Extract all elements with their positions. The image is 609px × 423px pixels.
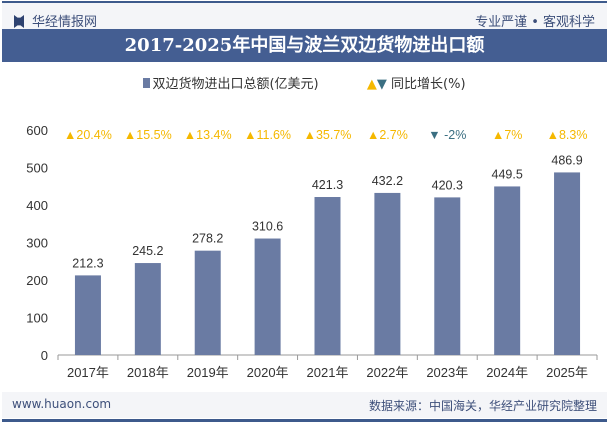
chart-plot: 0 100 200 300 400 500 600 212.3 2017年 ▲20.4% 245.2…: [26, 123, 598, 380]
legend: 双边货物进出口总额(亿美元) ▲▼ 同比增长(%): [0, 73, 609, 92]
logo-icon: [14, 15, 24, 28]
growth-label: ▲13.4%: [184, 128, 232, 142]
y-tick-label: 600: [26, 123, 48, 138]
footer: www.huaon.com 数据来源：中国海关，华经产业研究院整理: [2, 392, 607, 418]
top-border: [2, 1, 607, 3]
bar-value-label: 486.9: [551, 153, 582, 167]
y-tick-label: 100: [26, 311, 48, 326]
bar-value-label: 420.3: [432, 178, 463, 192]
y-tick-label: 400: [26, 198, 48, 213]
legend-bar-swatch: [143, 78, 151, 88]
x-tick-label: 2020年: [247, 365, 289, 380]
header: 华经情报网 专业严谨 • 客观科学: [2, 3, 607, 30]
bottom-border: [2, 419, 607, 422]
legend-up-triangle-icon: ▲: [366, 77, 377, 92]
x-tick-label: 2025年: [546, 365, 588, 380]
y-tick-label: 500: [26, 161, 48, 176]
footer-website: www.huaon.com: [12, 397, 112, 411]
growth-label: ▲11.6%: [244, 128, 291, 142]
bar-value-label: 449.5: [492, 167, 523, 181]
x-tick-label: 2024年: [486, 365, 528, 380]
bar: [74, 275, 101, 355]
x-tick-label: 2023年: [426, 365, 468, 380]
growth-label: ▲35.7%: [304, 128, 352, 142]
x-tick-label: 2019年: [187, 365, 229, 380]
bar: [494, 186, 521, 355]
logo-text: 华经情报网: [32, 15, 98, 30]
x-tick-label: 2018年: [127, 365, 169, 380]
growth-label: ▲15.5%: [124, 128, 172, 142]
bar: [314, 197, 341, 355]
legend-bar-label: 双边货物进出口总额(亿美元): [152, 77, 319, 92]
y-tick-label: 300: [26, 236, 48, 251]
slogan: 专业严谨 • 客观科学: [475, 15, 595, 30]
bar: [434, 197, 461, 355]
y-tick-label: 0: [41, 348, 48, 363]
growth-label: ▲2.7%: [367, 128, 408, 142]
bar-value-label: 278.2: [192, 232, 223, 246]
growth-label: ▼ -2%: [428, 128, 466, 142]
footer-source: 数据来源：中国海关，华经产业研究院整理: [368, 399, 597, 413]
legend-growth-label: 同比增长(%): [391, 77, 466, 92]
bar: [134, 263, 161, 355]
growth-label: ▲7%: [492, 128, 522, 142]
chart-title: 2017-2025年中国与波兰双边货物进出口额: [2, 29, 607, 62]
bar-value-label: 245.2: [132, 244, 163, 258]
bar-value-label: 432.2: [372, 174, 403, 188]
bar-value-label: 212.3: [72, 256, 103, 270]
x-tick-label: 2022年: [366, 365, 408, 380]
logo: 华经情报网: [14, 11, 97, 30]
bar: [254, 238, 281, 355]
growth-label: ▲8.3%: [547, 128, 588, 142]
bar: [554, 172, 581, 355]
bar: [374, 192, 401, 355]
legend-down-triangle-icon: ▼: [376, 77, 387, 92]
growth-label: ▲20.4%: [64, 128, 112, 142]
bar-value-label: 310.6: [252, 220, 283, 234]
x-tick-label: 2017年: [67, 365, 109, 380]
bar: [194, 250, 221, 355]
x-tick-label: 2021年: [307, 365, 349, 380]
y-tick-label: 200: [26, 273, 48, 288]
bar-value-label: 421.3: [312, 178, 343, 192]
